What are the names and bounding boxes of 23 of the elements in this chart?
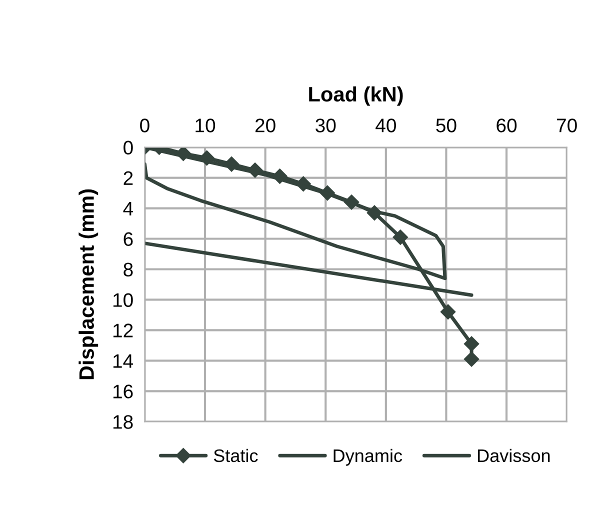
y-tick-label: 16: [113, 384, 133, 398]
x-tick-label: 40: [376, 118, 396, 132]
x-tick-label: 20: [255, 118, 276, 132]
legend-label: Dynamic: [334, 448, 402, 466]
y-tick-label: 14: [113, 354, 134, 368]
x-tick-label: 60: [496, 118, 517, 132]
y-tick-label: 2: [124, 171, 133, 185]
x-axis-title: Load (kN): [309, 86, 403, 106]
y-tick-label: 0: [124, 140, 133, 155]
y-tick-label: 12: [113, 324, 133, 338]
x-tick-label: 0: [140, 118, 150, 132]
y-tick-label: 6: [124, 232, 133, 246]
y-tick-label: 18: [113, 415, 133, 429]
legend-label: Static: [214, 448, 258, 462]
legend-label: Davisson: [478, 448, 550, 462]
y-tick-label: 10: [113, 293, 133, 307]
x-tick-label: 50: [436, 118, 456, 132]
x-tick-label: 70: [557, 118, 577, 132]
y-axis-title: Displacement (mm): [78, 189, 98, 380]
x-tick-label: 10: [196, 118, 216, 132]
x-tick-label: 30: [316, 118, 336, 132]
y-tick-label: 4: [123, 202, 134, 216]
y-tick-label: 8: [124, 262, 133, 276]
